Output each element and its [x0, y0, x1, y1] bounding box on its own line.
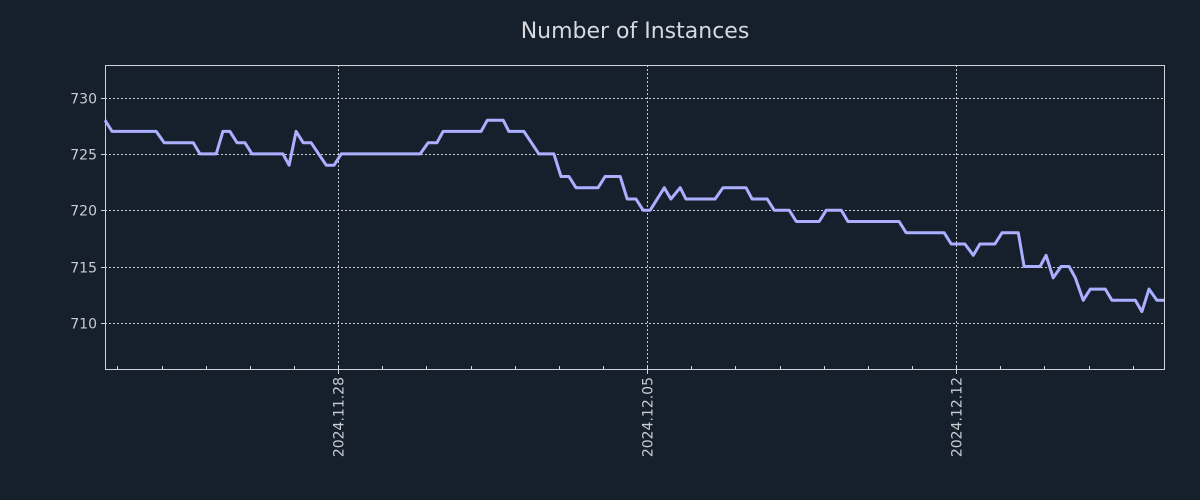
x-tick-label: 2024.12.05	[641, 377, 657, 457]
x-axis: 2024.11.28 2024.12.05 2024.12.12	[117, 366, 1134, 457]
y-tick-label: 710	[70, 317, 97, 333]
grid	[105, 65, 1164, 369]
x-tick-label: 2024.12.12	[950, 377, 966, 457]
series-layer	[103, 118, 1165, 314]
y-tick-label: 730	[70, 92, 97, 108]
y-tick-label: 715	[70, 261, 97, 277]
y-axis: 710 715 720 725 730	[70, 92, 105, 333]
chart-title: Number of Instances	[521, 19, 750, 44]
y-tick-label: 720	[70, 204, 97, 220]
series-line	[103, 118, 1164, 314]
y-tick-label: 725	[70, 148, 97, 164]
plot-frame	[105, 65, 1165, 370]
x-tick-label: 2024.11.28	[332, 377, 348, 457]
